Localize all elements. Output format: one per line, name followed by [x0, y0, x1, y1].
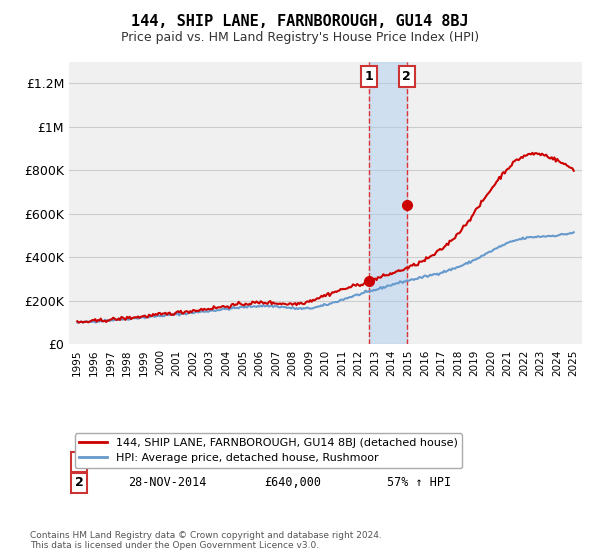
Text: 2: 2: [75, 477, 83, 489]
Text: 1: 1: [364, 70, 373, 83]
Text: 2: 2: [403, 70, 411, 83]
Text: 28-NOV-2014: 28-NOV-2014: [128, 477, 206, 489]
Text: 1: 1: [75, 455, 83, 468]
Text: £640,000: £640,000: [264, 477, 321, 489]
Text: Price paid vs. HM Land Registry's House Price Index (HPI): Price paid vs. HM Land Registry's House …: [121, 31, 479, 44]
Text: £290,000: £290,000: [264, 455, 321, 468]
Text: 17% ↓ HPI: 17% ↓ HPI: [387, 455, 451, 468]
Text: 57% ↑ HPI: 57% ↑ HPI: [387, 477, 451, 489]
Text: 144, SHIP LANE, FARNBOROUGH, GU14 8BJ: 144, SHIP LANE, FARNBOROUGH, GU14 8BJ: [131, 14, 469, 29]
Bar: [369, 62, 407, 344]
Text: Contains HM Land Registry data © Crown copyright and database right 2024.
This d: Contains HM Land Registry data © Crown c…: [30, 530, 382, 550]
Text: 14-AUG-2012: 14-AUG-2012: [128, 455, 206, 468]
Legend: 144, SHIP LANE, FARNBOROUGH, GU14 8BJ (detached house), HPI: Average price, deta: 144, SHIP LANE, FARNBOROUGH, GU14 8BJ (d…: [74, 433, 462, 468]
